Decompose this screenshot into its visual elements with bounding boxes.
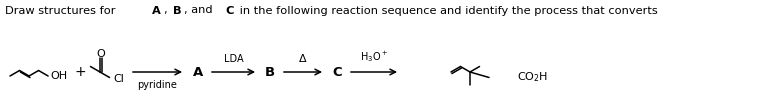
Text: OH: OH bbox=[50, 71, 67, 81]
Text: $\mathrm{H_3O^+}$: $\mathrm{H_3O^+}$ bbox=[360, 49, 388, 64]
Text: pyridine: pyridine bbox=[138, 80, 177, 90]
Text: C: C bbox=[332, 65, 342, 78]
Text: +: + bbox=[74, 65, 86, 79]
Text: A: A bbox=[152, 6, 161, 16]
Text: in the following reaction sequence and identify the process that converts: in the following reaction sequence and i… bbox=[236, 6, 662, 16]
Text: C: C bbox=[226, 6, 234, 16]
Text: A: A bbox=[193, 65, 203, 78]
Text: ,: , bbox=[163, 6, 171, 16]
Text: $\Delta$: $\Delta$ bbox=[298, 52, 308, 64]
Text: Cl: Cl bbox=[113, 73, 125, 83]
Text: LDA: LDA bbox=[223, 54, 243, 64]
Text: $\mathrm{CO_2H}$: $\mathrm{CO_2H}$ bbox=[517, 71, 548, 84]
Text: , and: , and bbox=[184, 6, 217, 16]
Text: B: B bbox=[173, 6, 182, 16]
Text: Draw structures for: Draw structures for bbox=[5, 6, 119, 16]
Text: B: B bbox=[265, 65, 275, 78]
Text: O: O bbox=[97, 49, 106, 59]
